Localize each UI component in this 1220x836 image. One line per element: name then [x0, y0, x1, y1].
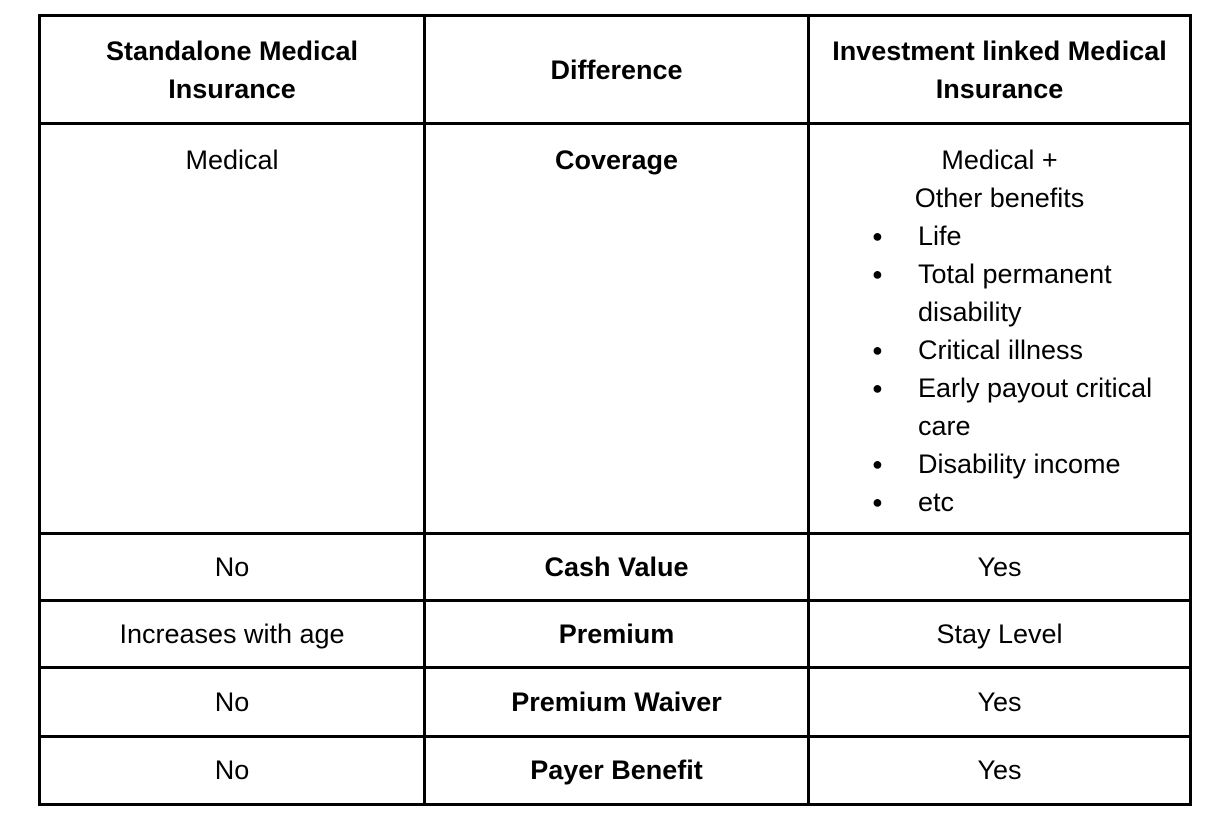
bullet-icon: ● [872, 226, 883, 246]
benefit-list: ● Life ● Total permanent disability ● Cr… [810, 217, 1189, 521]
benefit-item: ● Disability income [872, 445, 1181, 483]
coverage-investment-cell: Medical + Other benefits ● Life ● Total … [807, 122, 1192, 535]
benefit-item: ● Total permanent disability [872, 255, 1181, 331]
cash-value-row: No Cash Value Yes [38, 532, 1192, 602]
benefit-item: ● etc [872, 483, 1181, 521]
header-row: Standalone Medical Insurance Difference … [38, 14, 1192, 125]
cash-value-investment-cell: Yes [807, 532, 1192, 602]
benefit-item-label: Disability income [918, 449, 1121, 479]
coverage-line-other-benefits: Other benefits [914, 183, 1085, 213]
payer-benefit-row: No Payer Benefit Yes [38, 735, 1192, 806]
coverage-row: Medical Coverage Medical + Other benefit… [38, 122, 1192, 535]
benefit-item: ● Early payout critical care [872, 369, 1181, 445]
premium-waiver-row: No Premium Waiver Yes [38, 666, 1192, 738]
bullet-icon: ● [872, 264, 883, 284]
payer-benefit-label-cell: Payer Benefit [423, 735, 810, 806]
premium-waiver-standalone-cell: No [38, 666, 426, 738]
bullet-icon: ● [872, 492, 883, 512]
benefit-item-label: Life [918, 221, 962, 251]
bullet-icon: ● [872, 378, 883, 398]
benefit-item-label: etc [918, 487, 955, 517]
header-cell-difference: Difference [423, 14, 810, 125]
coverage-label-cell: Coverage [423, 122, 810, 535]
premium-label-cell: Premium [423, 599, 810, 669]
payer-benefit-investment-cell: Yes [807, 735, 1192, 806]
cash-value-standalone-cell: No [38, 532, 426, 602]
coverage-standalone-cell: Medical [38, 122, 426, 535]
benefit-item: ● Life [872, 217, 1181, 255]
premium-investment-cell: Stay Level [807, 599, 1192, 669]
table-container: Standalone Medical Insurance Difference … [38, 14, 1192, 806]
benefit-item: ● Critical illness [872, 331, 1181, 369]
header-cell-investment: Investment linked Medical Insurance [807, 14, 1192, 125]
cash-value-label-cell: Cash Value [423, 532, 810, 602]
coverage-line-medical-plus: Medical + [941, 145, 1058, 175]
premium-row: Increases with age Premium Stay Level [38, 599, 1192, 669]
header-cell-standalone: Standalone Medical Insurance [38, 14, 426, 125]
premium-waiver-label-cell: Premium Waiver [423, 666, 810, 738]
bullet-icon: ● [872, 454, 883, 474]
premium-waiver-investment-cell: Yes [807, 666, 1192, 738]
payer-benefit-standalone-cell: No [38, 735, 426, 806]
benefit-item-label: Early payout critical care [918, 373, 1153, 441]
benefit-item-label: Total permanent disability [918, 259, 1112, 327]
comparison-table: Standalone Medical Insurance Difference … [38, 14, 1192, 806]
bullet-icon: ● [872, 340, 883, 360]
premium-standalone-cell: Increases with age [38, 599, 426, 669]
benefit-item-label: Critical illness [918, 335, 1084, 365]
